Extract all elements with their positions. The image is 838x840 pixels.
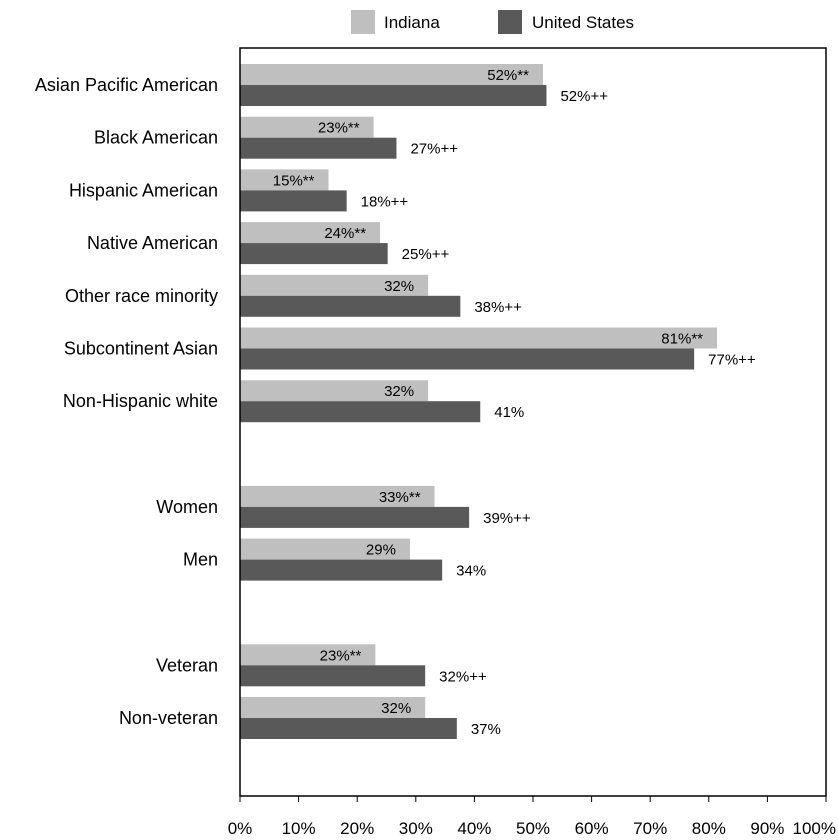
value-label-indiana-men: 29% — [366, 542, 396, 559]
bar-indiana-black-american — [240, 116, 374, 138]
legend-swatch-indiana — [351, 10, 375, 34]
value-label-united-states-non-hispanic-white: 41% — [494, 404, 524, 421]
category-label-veteran: Veteran — [156, 655, 218, 675]
bar-indiana-asian-pacific-american — [240, 64, 543, 85]
x-tick-label-2: 20% — [340, 819, 374, 838]
x-tick-label-9: 90% — [750, 819, 784, 838]
value-label-indiana-veteran: 23%** — [320, 647, 362, 664]
value-label-united-states-women: 39%++ — [483, 510, 531, 527]
category-label-subcontinent-asian: Subcontinent Asian — [64, 339, 218, 359]
value-label-united-states-asian-pacific-american: 52%++ — [560, 88, 608, 105]
legend-label-indiana: Indiana — [384, 13, 440, 32]
x-axis-ticks: 0% 10% 20% 30% 40% 50% 60% 70% 80% 90% 100% — [228, 796, 836, 838]
value-label-indiana-non-hispanic-white: 32% — [384, 383, 414, 400]
value-label-indiana-native-american: 24%** — [324, 225, 366, 242]
x-tick-label-0: 0% — [228, 819, 253, 838]
value-label-united-states-hispanic-american: 18%++ — [361, 193, 409, 210]
bar-indiana-hispanic-american — [240, 169, 329, 191]
legend: Indiana United States — [351, 10, 634, 34]
value-label-indiana-women: 33%** — [379, 489, 421, 506]
x-tick-label-1: 10% — [282, 819, 316, 838]
bar-united-states-black-american — [240, 137, 397, 159]
value-label-united-states-men: 34% — [456, 563, 486, 580]
x-tick-label-3: 30% — [399, 819, 433, 838]
value-label-united-states-subcontinent-asian: 77%++ — [708, 352, 756, 369]
bar-united-states-asian-pacific-american — [240, 85, 547, 106]
value-label-united-states-non-veteran: 37% — [471, 721, 501, 738]
category-labels: Asian Pacific American Black American Hisp… — [35, 75, 218, 728]
bar-indiana-subcontinent-asian — [240, 327, 718, 349]
legend-swatch-united-states — [498, 10, 522, 34]
value-label-indiana-other-race-minority: 32% — [384, 278, 414, 295]
category-label-black-american: Black American — [94, 128, 218, 148]
x-tick-label-8: 80% — [692, 819, 726, 838]
value-label-united-states-veteran: 32%++ — [439, 668, 487, 685]
bar-indiana-other-race-minority — [240, 274, 429, 296]
bar-united-states-non-veteran — [240, 718, 457, 739]
bar-united-states-native-american — [240, 243, 388, 265]
category-label-other-race-minority: Other race minority — [65, 286, 218, 306]
bar-indiana-men — [240, 538, 410, 560]
bar-united-states-non-hispanic-white — [240, 401, 481, 423]
bars — [240, 64, 718, 739]
bar-indiana-veteran — [240, 644, 376, 666]
category-label-hispanic-american: Hispanic American — [69, 180, 218, 200]
bar-indiana-non-veteran — [240, 697, 426, 718]
x-tick-label-7: 70% — [633, 819, 667, 838]
category-label-men: Men — [183, 550, 218, 570]
bar-indiana-non-hispanic-white — [240, 380, 429, 402]
value-label-indiana-subcontinent-asian: 81%** — [661, 331, 703, 348]
category-label-asian-pacific-american: Asian Pacific American — [35, 75, 218, 95]
x-tick-label-10: 100% — [793, 819, 836, 838]
value-label-indiana-hispanic-american: 15%** — [273, 172, 315, 189]
category-label-non-hispanic-white: Non-Hispanic white — [63, 391, 218, 411]
x-tick-label-6: 60% — [575, 819, 609, 838]
legend-label-united-states: United States — [532, 13, 634, 32]
category-label-native-american: Native American — [87, 233, 218, 253]
bar-united-states-women — [240, 506, 470, 528]
value-label-indiana-non-veteran: 32% — [381, 700, 411, 717]
x-tick-label-5: 50% — [516, 819, 550, 838]
value-label-indiana-black-american: 23%** — [318, 120, 360, 137]
bar-indiana-women — [240, 485, 435, 507]
bar-united-states-other-race-minority — [240, 295, 461, 317]
value-label-united-states-black-american: 27%++ — [410, 141, 458, 158]
bar-united-states-veteran — [240, 665, 426, 687]
bar-united-states-men — [240, 559, 443, 581]
bar-indiana-native-american — [240, 222, 381, 244]
value-label-indiana-asian-pacific-american: 52%** — [487, 67, 529, 84]
category-label-non-veteran: Non-veteran — [119, 708, 218, 728]
bar-united-states-subcontinent-asian — [240, 348, 695, 370]
value-label-united-states-native-american: 25%++ — [402, 246, 450, 263]
bar-united-states-hispanic-american — [240, 190, 347, 212]
x-tick-label-4: 40% — [457, 819, 491, 838]
value-labels: 52%** 52%++ 23%** 27%++ 15%** 18%++ 24%** 25%++… — [273, 67, 756, 738]
category-label-women: Women — [156, 497, 218, 517]
value-label-united-states-other-race-minority: 38%++ — [474, 299, 522, 316]
